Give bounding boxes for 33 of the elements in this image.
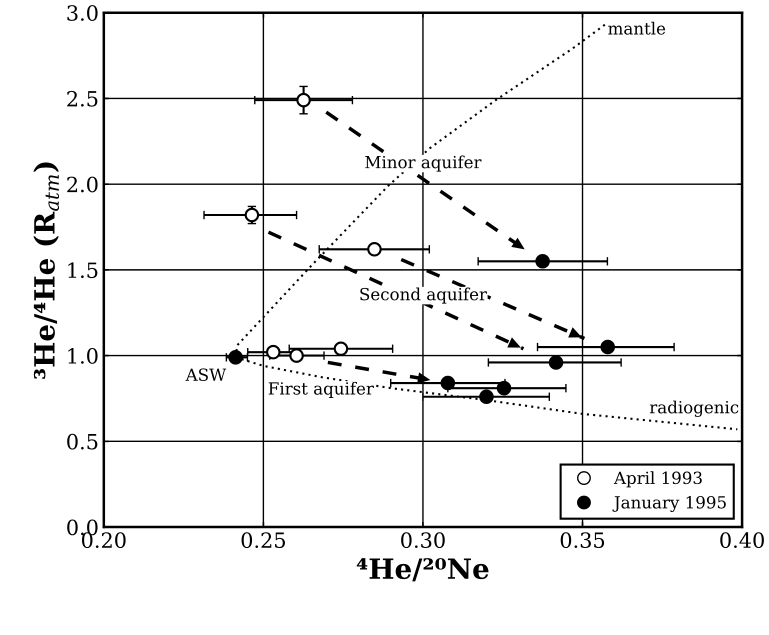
y-tick-label: 2.5 xyxy=(67,90,98,107)
point xyxy=(535,254,550,269)
point xyxy=(289,348,304,363)
annotation: radiogenic xyxy=(650,400,738,417)
point xyxy=(600,340,615,354)
annotation: ASW xyxy=(186,368,226,382)
x-tick-label: 0.25 xyxy=(242,532,285,548)
annotation: mantle xyxy=(608,22,666,35)
annotation: Second aquifer xyxy=(360,288,487,304)
point xyxy=(334,341,348,356)
annotation: First aquifer xyxy=(268,382,374,398)
legend-label: April 1993 xyxy=(614,471,702,488)
x-axis-title: ⁴He/²⁰Ne xyxy=(356,558,488,582)
legend-label: January 1995 xyxy=(612,496,726,512)
y-tick-label: 2.0 xyxy=(67,176,98,192)
y-tick-label: 1.0 xyxy=(68,348,98,364)
annotation: Minor aquifer xyxy=(365,156,482,172)
point xyxy=(367,242,382,257)
point xyxy=(496,380,512,396)
x-tick-label: 0.40 xyxy=(720,532,764,548)
point xyxy=(548,355,564,370)
y-axis-title: ³He/⁴He (R$_{atm}$) xyxy=(33,162,60,379)
point xyxy=(296,92,311,108)
point xyxy=(479,389,494,404)
point xyxy=(266,344,281,360)
point xyxy=(228,350,243,365)
x-tick-label: 0.30 xyxy=(401,532,445,548)
point xyxy=(440,376,456,390)
x-tick-label: 0.35 xyxy=(560,532,604,548)
y-tick-label: 1.5 xyxy=(68,262,98,278)
y-tick-label: 3.0 xyxy=(67,5,98,21)
y-tick-label: 0.5 xyxy=(67,434,98,450)
point xyxy=(244,208,260,222)
